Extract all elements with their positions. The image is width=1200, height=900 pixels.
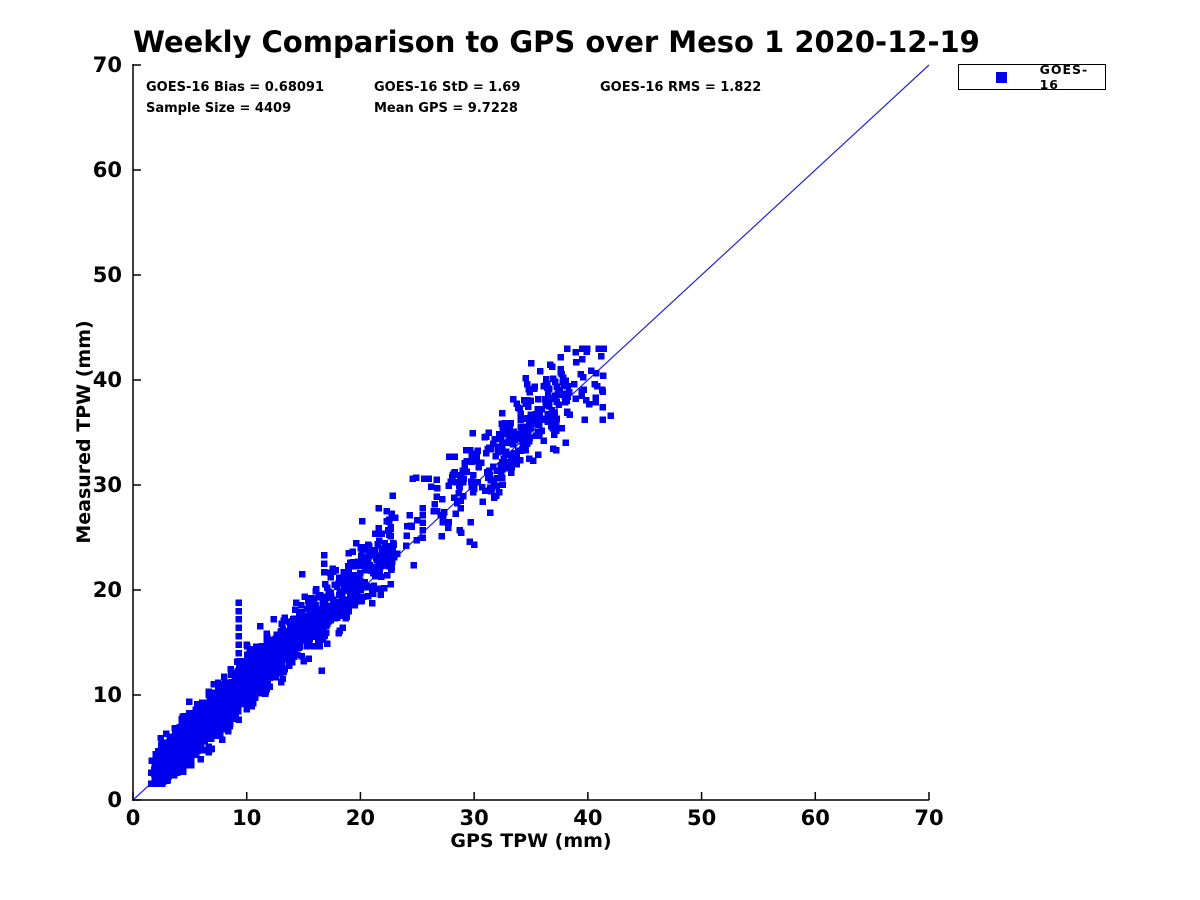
- y-tick-label: 10: [93, 683, 122, 707]
- y-axis-label: Measured TPW (mm): [73, 320, 95, 544]
- x-axis-label: GPS TPW (mm): [450, 830, 612, 852]
- x-tick-label: 10: [232, 806, 261, 830]
- tick-marks: [132, 64, 930, 801]
- x-tick-label: 40: [573, 806, 602, 830]
- y-tick-labels: 0 10 20 30 40 50 60 70: [93, 53, 122, 812]
- legend: GOES-16: [958, 62, 1106, 92]
- x-tick-label: 70: [914, 806, 943, 830]
- scatter-points: [147, 345, 614, 787]
- y-tick-label: 70: [93, 53, 122, 77]
- legend-marker-square-icon: [996, 71, 1007, 83]
- x-tick-label: 0: [126, 806, 141, 830]
- y-tick-label: 40: [93, 368, 122, 392]
- y-tick-label: 20: [93, 578, 122, 602]
- chart-title: Weekly Comparison to GPS over Meso 1 202…: [133, 25, 980, 59]
- stat-sample-size: Sample Size = 4409: [146, 101, 292, 116]
- stat-mean-gps: Mean GPS = 9.7228: [374, 101, 518, 116]
- axes: [132, 64, 929, 801]
- y-tick-label: 60: [93, 158, 122, 182]
- y-tick-label: 30: [93, 473, 122, 497]
- y-tick-label: 0: [107, 788, 122, 812]
- x-tick-label: 60: [801, 806, 830, 830]
- x-tick-label: 50: [687, 806, 716, 830]
- legend-label: GOES-16: [1039, 62, 1089, 92]
- stat-rms: GOES-16 RMS = 1.822: [600, 80, 762, 95]
- x-tick-label: 20: [346, 806, 375, 830]
- x-tick-labels: 0 10 20 30 40 50 60 70: [126, 806, 944, 830]
- x-tick-label: 30: [460, 806, 489, 830]
- stat-std: GOES-16 StD = 1.69: [374, 80, 521, 95]
- y-tick-label: 50: [93, 263, 122, 287]
- stat-bias: GOES-16 Bias = 0.68091: [146, 80, 325, 95]
